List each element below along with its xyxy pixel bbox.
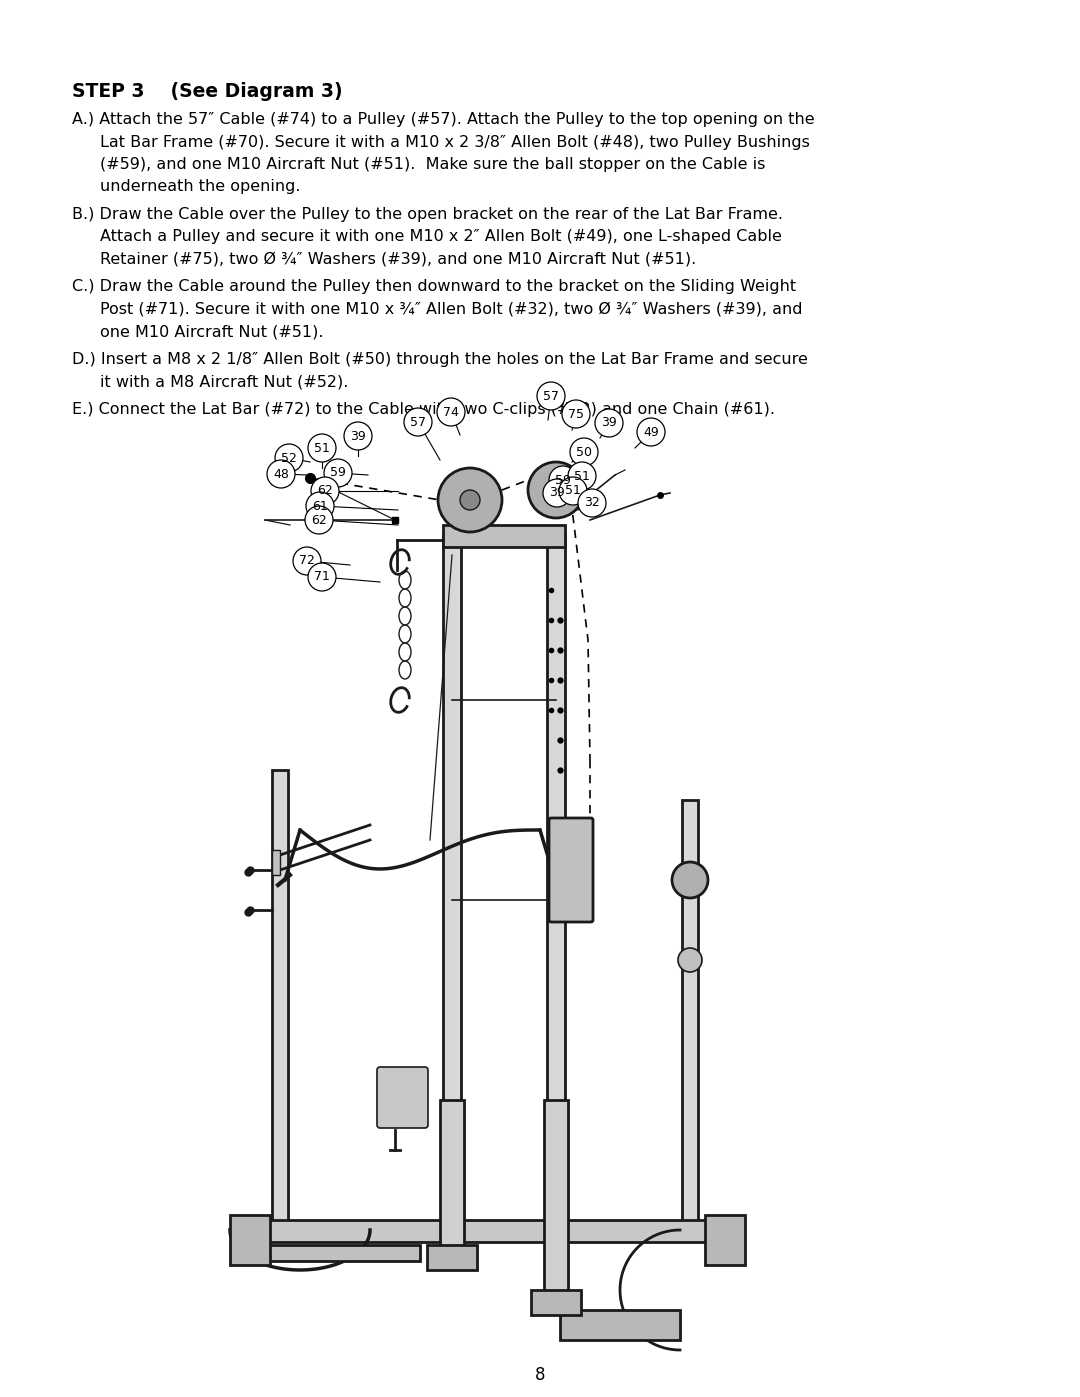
Circle shape: [306, 492, 334, 520]
Circle shape: [562, 400, 590, 427]
Text: 62: 62: [311, 514, 327, 527]
Circle shape: [324, 460, 352, 488]
Text: B.) Draw the Cable over the Pulley to the open bracket on the rear of the Lat Ba: B.) Draw the Cable over the Pulley to th…: [72, 207, 783, 222]
FancyBboxPatch shape: [377, 1067, 428, 1127]
Text: underneath the opening.: underneath the opening.: [100, 179, 300, 194]
Text: 8: 8: [535, 1366, 545, 1384]
Bar: [249, 1220, 730, 1242]
Bar: [440, 1099, 464, 1250]
Circle shape: [537, 381, 565, 409]
Text: 72: 72: [299, 555, 315, 567]
Text: 52: 52: [281, 451, 297, 464]
Text: Post (#71). Secure it with one M10 x ¾″ Allen Bolt (#32), two Ø ¾″ Washers (#39): Post (#71). Secure it with one M10 x ¾″ …: [100, 302, 802, 317]
Circle shape: [546, 481, 565, 499]
Text: 59: 59: [330, 467, 346, 479]
Text: 48: 48: [273, 468, 289, 481]
Circle shape: [404, 408, 432, 436]
Bar: [427, 1245, 477, 1270]
Bar: [705, 1215, 745, 1266]
Circle shape: [672, 862, 708, 898]
Circle shape: [678, 949, 702, 972]
Circle shape: [293, 548, 321, 576]
Circle shape: [275, 444, 303, 472]
Circle shape: [345, 422, 372, 450]
Text: 75: 75: [568, 408, 584, 420]
Text: 50: 50: [576, 446, 592, 458]
Text: 39: 39: [602, 416, 617, 429]
Text: 49: 49: [643, 426, 659, 439]
Bar: [546, 535, 565, 1255]
Text: 74: 74: [443, 405, 459, 419]
Circle shape: [311, 476, 339, 504]
Circle shape: [543, 479, 571, 507]
Text: one M10 Aircraft Nut (#51).: one M10 Aircraft Nut (#51).: [100, 324, 324, 339]
Text: A.) Attach the 57″ Cable (#74) to a Pulley (#57). Attach the Pulley to the top o: A.) Attach the 57″ Cable (#74) to a Pull…: [72, 112, 814, 127]
Bar: [443, 535, 461, 1255]
Text: 62: 62: [318, 485, 333, 497]
Circle shape: [570, 439, 598, 467]
Text: 57: 57: [543, 390, 559, 402]
Circle shape: [578, 489, 606, 517]
Bar: [531, 1289, 581, 1315]
Text: 51: 51: [565, 485, 581, 497]
Circle shape: [308, 434, 336, 462]
Text: 61: 61: [312, 500, 328, 513]
Text: 32: 32: [584, 496, 599, 510]
Circle shape: [437, 398, 465, 426]
Bar: [681, 800, 698, 1229]
Text: 59: 59: [555, 474, 571, 486]
Text: D.) Insert a M8 x 2 1/8″ Allen Bolt (#50) through the holes on the Lat Bar Frame: D.) Insert a M8 x 2 1/8″ Allen Bolt (#50…: [72, 352, 808, 367]
Circle shape: [305, 506, 333, 534]
Bar: [272, 770, 288, 1229]
Text: C.) Draw the Cable around the Pulley then downward to the bracket on the Sliding: C.) Draw the Cable around the Pulley the…: [72, 279, 796, 295]
Bar: [272, 849, 280, 875]
FancyBboxPatch shape: [549, 819, 593, 922]
Bar: [544, 1099, 568, 1301]
Circle shape: [595, 409, 623, 437]
Bar: [561, 1310, 680, 1340]
Circle shape: [460, 490, 480, 510]
Circle shape: [438, 468, 502, 532]
Text: E.) Connect the Lat Bar (#72) to the Cable with two C-clips (#62) and one Chain : E.) Connect the Lat Bar (#72) to the Cab…: [72, 402, 775, 416]
Text: 71: 71: [314, 570, 329, 584]
Circle shape: [559, 476, 588, 504]
Bar: [443, 525, 565, 548]
Text: 39: 39: [549, 486, 565, 500]
Bar: [230, 1215, 270, 1266]
Circle shape: [528, 462, 584, 518]
Text: (#59), and one M10 Aircraft Nut (#51).  Make sure the ball stopper on the Cable : (#59), and one M10 Aircraft Nut (#51). M…: [100, 156, 766, 172]
Circle shape: [568, 462, 596, 490]
Text: STEP 3    (See Diagram 3): STEP 3 (See Diagram 3): [72, 82, 342, 101]
Text: Attach a Pulley and secure it with one M10 x 2″ Allen Bolt (#49), one L-shaped C: Attach a Pulley and secure it with one M…: [100, 229, 782, 244]
Text: 57: 57: [410, 415, 426, 429]
Text: 51: 51: [314, 441, 329, 454]
Circle shape: [637, 418, 665, 446]
Bar: [260, 1245, 420, 1261]
Circle shape: [549, 467, 577, 495]
Text: Retainer (#75), two Ø ¾″ Washers (#39), and one M10 Aircraft Nut (#51).: Retainer (#75), two Ø ¾″ Washers (#39), …: [100, 251, 697, 267]
Text: it with a M8 Aircraft Nut (#52).: it with a M8 Aircraft Nut (#52).: [100, 374, 349, 390]
Text: 39: 39: [350, 429, 366, 443]
Circle shape: [308, 563, 336, 591]
Text: Lat Bar Frame (#70). Secure it with a M10 x 2 3/8″ Allen Bolt (#48), two Pulley : Lat Bar Frame (#70). Secure it with a M1…: [100, 134, 810, 149]
Circle shape: [267, 460, 295, 488]
Text: 51: 51: [575, 469, 590, 482]
